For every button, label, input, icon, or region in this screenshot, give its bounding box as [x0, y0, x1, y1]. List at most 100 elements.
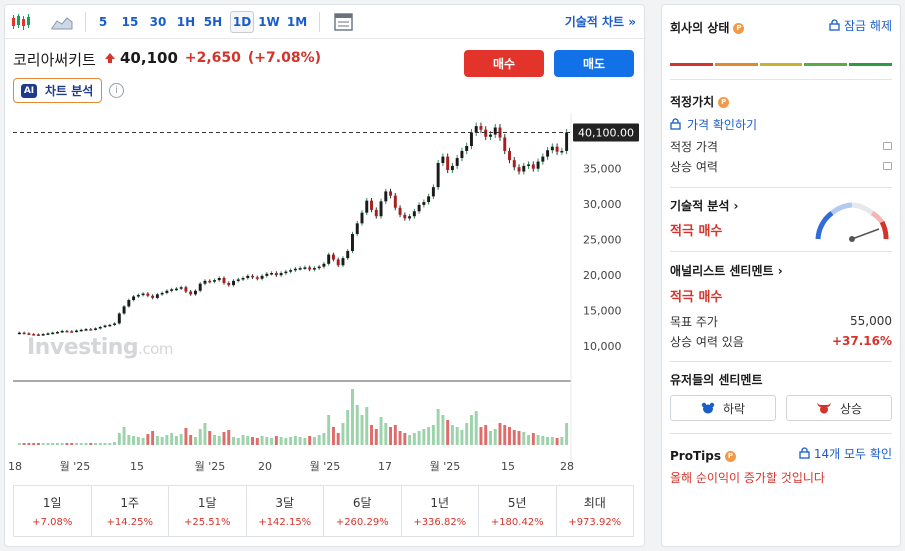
interval-1m[interactable]: 1M: [286, 15, 308, 29]
buy-button[interactable]: 매수: [464, 50, 544, 77]
analyst-signal: 적극 매수: [670, 290, 723, 305]
technical-title[interactable]: 기술적 분석 ›: [670, 199, 739, 213]
target-price-row: 목표 주가 55,000: [670, 311, 892, 331]
volume-bar: [298, 437, 302, 445]
price-change: +2,650: [184, 50, 241, 66]
period-1[interactable]: 1주 +14.25%: [92, 486, 169, 536]
candle: [308, 267, 312, 270]
volume-bar: [479, 427, 483, 445]
volume-bar: [474, 411, 478, 445]
candle: [55, 331, 59, 334]
volume-bar: [174, 436, 178, 445]
volume-bar: [36, 443, 40, 445]
interval-15[interactable]: 15: [121, 15, 139, 29]
fair-price-row: 적정 가격: [670, 136, 892, 156]
volume-bar: [303, 438, 307, 445]
volume-bar: [517, 431, 521, 445]
interval-1d[interactable]: 1D: [230, 11, 254, 33]
volume-bar: [503, 425, 507, 445]
sell-button[interactable]: 매도: [554, 50, 634, 77]
volume-bar: [289, 437, 293, 445]
candle: [174, 288, 178, 291]
ai-chart-analysis-label: 차트 분석: [45, 84, 94, 98]
check-price-link[interactable]: 가격 확인하기: [670, 116, 892, 133]
last-price: 40,100: [120, 49, 178, 67]
period-2[interactable]: 1달 +25.51%: [169, 486, 247, 536]
health-title: 회사의 상태: [670, 21, 730, 35]
candle: [179, 287, 183, 289]
candle: [560, 150, 564, 153]
volume-bar: [498, 423, 502, 445]
volume-bar: [265, 437, 269, 445]
analyst-section: 애널리스트 센티멘트 › 적극 매수 목표 주가 55,000 상승 여력 있음 +…: [670, 262, 892, 351]
bull-icon: [816, 403, 831, 414]
price-chart[interactable]: 35,000 30,000 25,000 20,000 15,000 10,000 40,1…: [5, 109, 646, 479]
period-change: +7.08%: [32, 517, 73, 528]
pro-icon: P: [733, 22, 745, 34]
technical-chart-link[interactable]: 기술적 차트 »: [564, 15, 636, 29]
candle: [94, 328, 97, 330]
volume-bar: [155, 436, 159, 445]
period-change: +25.51%: [183, 517, 231, 528]
candle: [193, 290, 197, 295]
bearish-button[interactable]: 하락: [670, 395, 776, 421]
period-change: +180.42%: [490, 517, 544, 528]
candle: [384, 191, 388, 202]
volume-bar: [203, 423, 207, 445]
candle: [317, 266, 321, 269]
period-5[interactable]: 1년 +336.82%: [402, 486, 479, 536]
interval-1h[interactable]: 1H: [176, 15, 196, 29]
period-3[interactable]: 3달 +142.15%: [247, 486, 324, 536]
candle: [293, 268, 297, 271]
period-label: 1년: [430, 496, 450, 510]
table-view-icon[interactable]: [334, 13, 353, 31]
ai-chart-analysis-button[interactable]: AI 차트 분석: [13, 78, 102, 103]
see-all-tips-link[interactable]: 14개 모두 확인: [799, 445, 892, 462]
volume-bar: [22, 443, 26, 445]
divider: [670, 79, 892, 80]
chart-panel: 5 15 30 1H 5H 1D 1W 1M 기술적 차트 » 코리아써키트 4…: [4, 4, 646, 547]
bullish-button[interactable]: 상승: [786, 395, 892, 421]
interval-5h[interactable]: 5H: [203, 15, 223, 29]
candle: [251, 275, 255, 278]
period-0[interactable]: 1일 +7.08%: [14, 486, 92, 536]
volume-bar: [331, 427, 335, 445]
info-icon[interactable]: i: [109, 83, 124, 98]
volume-bar: [508, 427, 511, 445]
watermark-text: Investing: [27, 335, 139, 360]
volume-bar: [412, 433, 416, 445]
period-4[interactable]: 6달 +260.29%: [324, 486, 402, 536]
interval-5[interactable]: 5: [98, 15, 108, 29]
candle: [450, 165, 454, 171]
candle: [46, 333, 50, 335]
interval-1w[interactable]: 1W: [258, 15, 280, 29]
interval-30[interactable]: 30: [149, 15, 167, 29]
volume-bar: [536, 435, 540, 445]
period-change: +14.25%: [106, 517, 153, 528]
volume-bar: [374, 429, 378, 445]
candlestick-type-icon[interactable]: [11, 12, 31, 32]
analyst-title[interactable]: 애널리스트 센티멘트 ›: [670, 264, 783, 278]
candle: [346, 251, 350, 259]
period-6[interactable]: 5년 +180.42%: [479, 486, 557, 536]
candle: [403, 214, 407, 219]
period-label: 3달: [275, 496, 295, 510]
period-7[interactable]: 최대 +973.92%: [557, 486, 634, 536]
candle: [374, 209, 378, 217]
health-bar: [670, 63, 892, 66]
volume-bar: [60, 443, 64, 445]
volume-bar: [108, 443, 112, 445]
volume-bar: [527, 435, 531, 445]
volume-bar: [113, 442, 117, 445]
health-bar-segment-2: [759, 63, 803, 66]
period-label: 1달: [197, 496, 217, 510]
area-chart-icon[interactable]: [51, 14, 73, 30]
candle: [289, 270, 293, 272]
volume-bar: [98, 443, 102, 445]
price-change-pct: (+7.08%): [247, 50, 322, 66]
candle: [427, 196, 431, 203]
lock-icon: [670, 118, 681, 130]
candle: [184, 287, 188, 292]
candle: [98, 326, 102, 329]
unlock-link[interactable]: 잠금 해제: [829, 17, 892, 34]
